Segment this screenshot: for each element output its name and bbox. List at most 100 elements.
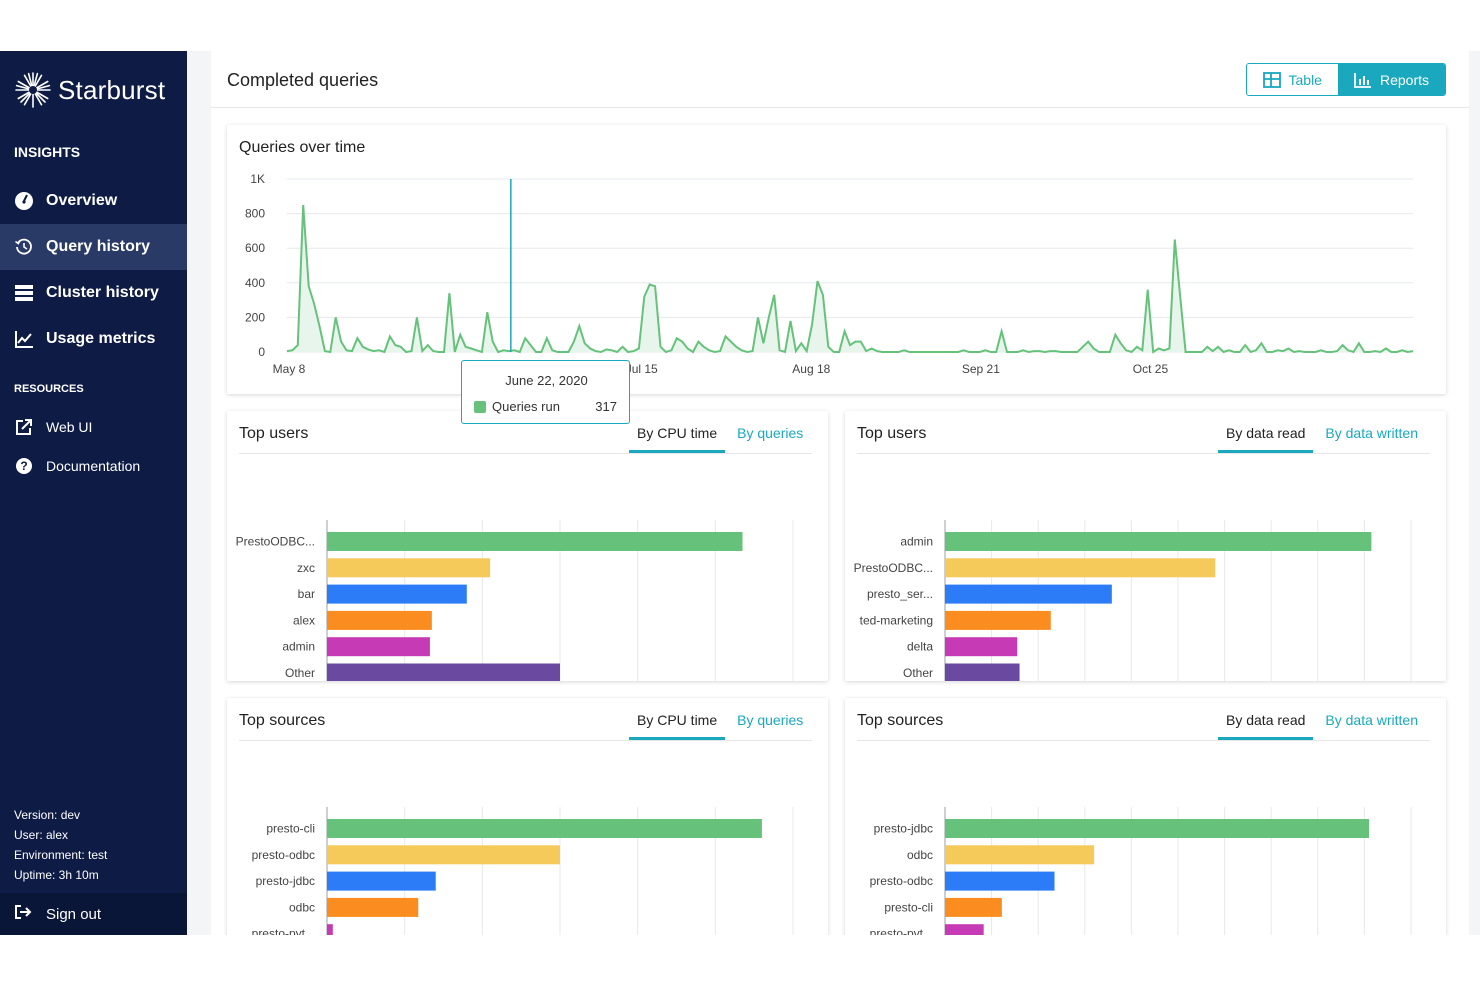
bar <box>327 663 560 681</box>
tab-divider <box>239 740 812 741</box>
bar <box>945 637 1018 657</box>
category-label: presto-odbc <box>870 874 933 888</box>
sidebar-item-overview[interactable]: Overview <box>0 178 187 224</box>
sidebar-item-cluster-history[interactable]: Cluster history <box>0 270 187 316</box>
tooltip-legend-swatch <box>474 401 486 413</box>
history-icon <box>14 237 34 257</box>
y-tick-label: 400 <box>245 276 265 290</box>
table-view-label: Table <box>1288 71 1322 88</box>
category-label: odbc <box>289 900 315 914</box>
x-tick-label: Aug 18 <box>792 362 830 376</box>
sidebar-item-query-history[interactable]: Query history <box>0 224 187 270</box>
starburst-logo-icon <box>15 72 51 108</box>
bar <box>327 558 491 578</box>
page-title: Completed queries <box>227 70 379 90</box>
sign-out-button[interactable]: Sign out <box>0 893 187 935</box>
card-title: Top sources <box>857 712 944 729</box>
main-content: Completed queries Table Reports Queries … <box>211 51 1469 935</box>
top-sources-data-card: Top sources By data read By data written… <box>845 698 1446 935</box>
top-sources-cpu-tabs: By CPU time By queries <box>625 710 811 740</box>
tab-by-queries[interactable]: By queries <box>737 425 804 441</box>
card-title: Top users <box>857 425 927 442</box>
top-sources-cpu-card: Top sources By CPU time By queries prest… <box>227 698 828 935</box>
bar <box>327 897 419 917</box>
app-frame: Starburst INSIGHTS Overview Query histor… <box>0 51 1480 935</box>
tab-by-queries[interactable]: By queries <box>737 712 804 728</box>
tab-by-data-written[interactable]: By data written <box>1325 712 1418 728</box>
bar <box>945 532 1372 551</box>
tab-by-cpu-time[interactable]: By CPU time <box>629 423 726 453</box>
reports-view-button[interactable]: Reports <box>1337 64 1445 95</box>
gauge-icon <box>14 191 34 211</box>
category-label: alex <box>293 613 315 627</box>
sidebar-item-usage-metrics[interactable]: Usage metrics <box>0 316 187 362</box>
top-sources-data-tabs: By data read By data written <box>1214 710 1426 740</box>
category-label: presto-cli <box>884 900 933 914</box>
server-stack-icon <box>14 283 34 303</box>
environment-text: Environment: test <box>14 848 108 862</box>
chart-tooltip: June 22, 2020 Queries run 317 <box>461 360 630 424</box>
category-label: presto-odbc <box>252 848 315 862</box>
card-title: Queries over time <box>239 139 366 156</box>
bar <box>327 532 743 551</box>
category-label: presto-jdbc <box>874 822 933 836</box>
bar <box>327 924 333 935</box>
brand-logo[interactable]: Starburst <box>14 71 165 109</box>
top-users-cpu-tabs: By CPU time By queries <box>625 423 811 453</box>
bar <box>945 558 1216 578</box>
tab-divider <box>857 453 1430 454</box>
category-label: zxc <box>297 561 315 575</box>
top-users-data-card: Top users By data read By data written 0… <box>845 411 1446 681</box>
reports-view-label: Reports <box>1379 71 1429 88</box>
tab-by-cpu-time[interactable]: By CPU time <box>629 710 726 740</box>
top-users-cpu-chart: 0m20m40m60m80m100m120mPrestoODBC...zxcba… <box>236 520 794 681</box>
bar-chart-icon <box>1354 72 1371 88</box>
category-label: presto_ser... <box>867 587 933 601</box>
bar <box>945 897 1002 917</box>
top-users-data-tabs: By data read By data written <box>1214 423 1426 453</box>
help-circle-icon: ? <box>14 456 34 476</box>
page-header: Completed queries Table Reports <box>211 51 1469 108</box>
sign-out-icon <box>14 904 32 925</box>
top-sources-cpu-chart: presto-cli presto-odbc presto-jdbc odbc pres… <box>252 807 794 935</box>
category-label: presto-cli <box>266 822 315 836</box>
sidebar-item-documentation[interactable]: ? Documentation <box>0 448 187 484</box>
sidebar-item-label: Query history <box>46 238 151 255</box>
bar <box>945 845 1095 865</box>
category-label: PrestoODBC... <box>854 561 933 575</box>
category-label: delta <box>907 640 933 654</box>
category-label: admin <box>282 640 315 654</box>
tab-by-data-read[interactable]: By data read <box>1218 423 1314 453</box>
tab-divider <box>239 453 812 454</box>
svg-text:?: ? <box>20 459 27 473</box>
view-toggle: Table Reports <box>1245 63 1446 96</box>
tab-by-data-written[interactable]: By data written <box>1325 425 1418 441</box>
category-label: admin <box>900 535 933 549</box>
user-text: User: alex <box>14 828 69 842</box>
tab-by-data-read[interactable]: By data read <box>1218 710 1314 740</box>
sidebar-item-label: Usage metrics <box>46 330 156 347</box>
tooltip-label: Queries run <box>492 399 560 414</box>
sidebar-item-label: Web UI <box>46 419 93 435</box>
y-tick-label: 1K <box>250 172 265 186</box>
x-tick-label: Sep 21 <box>962 362 1000 376</box>
series-line <box>286 204 1414 354</box>
uptime-text: Uptime: 3h 10m <box>14 868 99 882</box>
sidebar-item-web-ui[interactable]: Web UI <box>0 409 187 445</box>
table-view-button[interactable]: Table <box>1246 64 1338 95</box>
sidebar-item-label: Cluster history <box>46 284 159 301</box>
bar <box>945 663 1020 681</box>
sidebar-item-label: Overview <box>46 192 118 209</box>
top-users-data-chart: 0 B1 GB2 GB3 GB4 GB5 GB6 GB7 GB8 GB9 GB1… <box>854 520 1412 681</box>
bar <box>945 871 1055 891</box>
version-text: Version: dev <box>14 808 81 822</box>
sidebar-item-label: Documentation <box>46 458 141 474</box>
queries-over-time-chart[interactable]: 0 200 400 600 800 1K May 8 Jul 15 Aug 18 Sep 21 Oc… <box>227 125 1446 394</box>
resources-section-title: RESOURCES <box>14 383 84 395</box>
bar <box>327 637 430 657</box>
x-tick-label: May 8 <box>273 362 306 376</box>
y-tick-label: 200 <box>245 310 265 324</box>
category-label: bar <box>298 587 315 601</box>
bar <box>327 819 762 838</box>
category-label: ted-marketing <box>860 613 933 627</box>
